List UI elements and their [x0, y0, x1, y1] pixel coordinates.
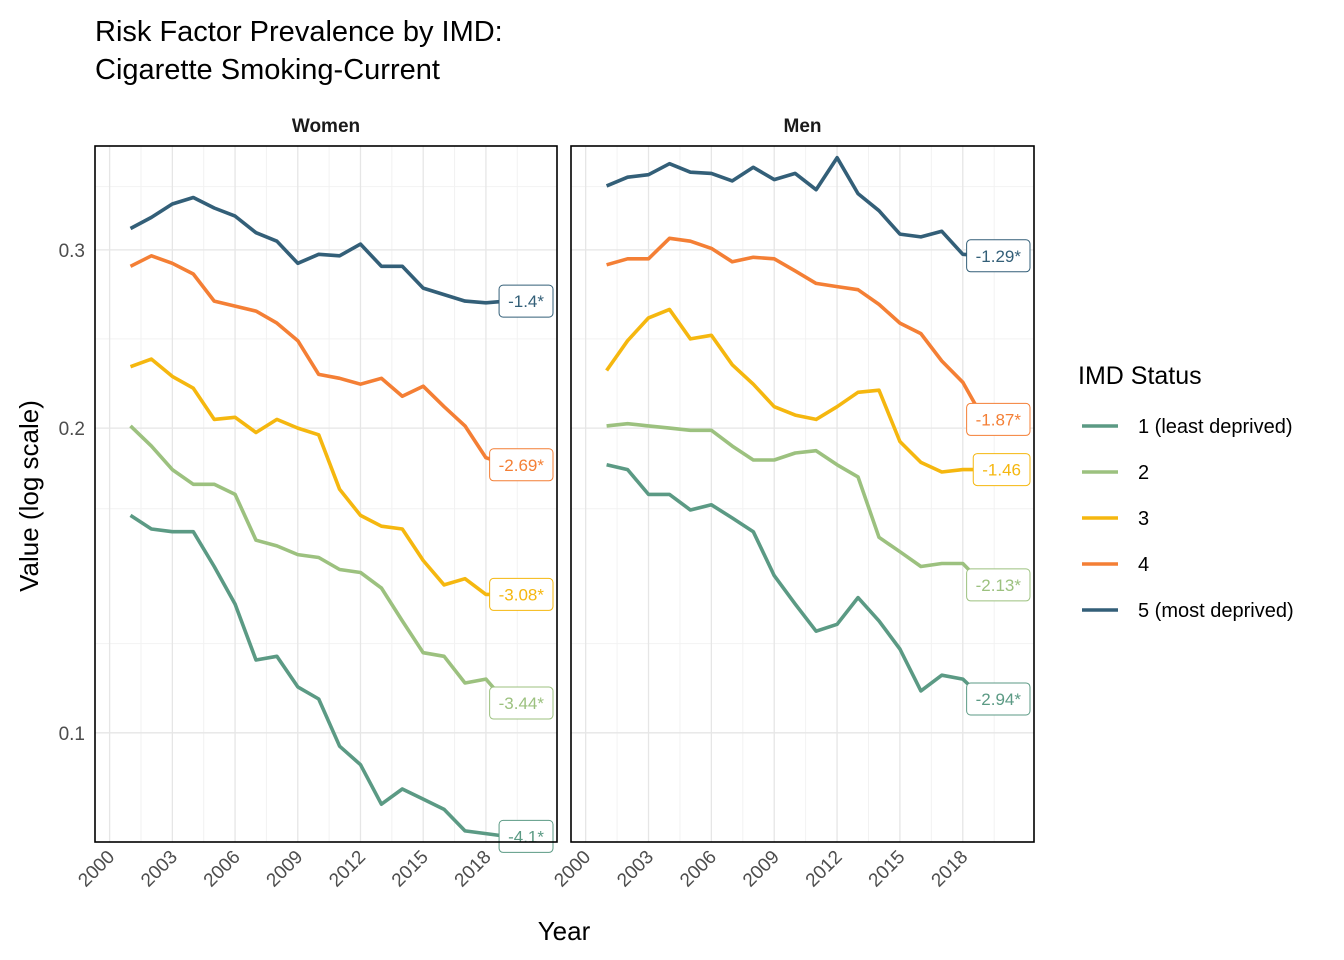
trend-label-text: -1.29*	[976, 247, 1022, 266]
trend-label-men-group-5: -1.29*	[966, 239, 1031, 273]
legend-item-2: 2	[1082, 462, 1149, 484]
trend-label-box	[489, 448, 554, 482]
y-tick-label: 0.3	[59, 241, 85, 262]
trend-label-women-group-3: -3.08*	[489, 577, 554, 611]
legend-item-4: 4	[1082, 554, 1149, 576]
x-tick-label: 2009	[263, 847, 308, 892]
series-line-men-group-2	[606, 421, 985, 587]
series-line-men-group-5	[605, 155, 984, 258]
series-line-men-group-4	[606, 236, 986, 421]
x-tick-label: 2003	[137, 847, 182, 892]
panel-women: Women -4.1* -3.44* -3.08* -2.69* -1.4* 2000 200…	[59, 116, 558, 892]
series-line-men-group-1	[606, 463, 985, 701]
x-tick-label: 2018	[928, 847, 973, 892]
trend-label-box	[966, 568, 1031, 602]
trend-label-box	[489, 577, 554, 611]
series-line-women-group-3	[129, 357, 507, 597]
x-tick-label: 2015	[865, 847, 910, 892]
trend-label-men-group-4: -1.87*	[966, 402, 1031, 436]
legend-label: 2	[1138, 462, 1149, 484]
panel-border	[570, 145, 1035, 843]
legend-label: 4	[1138, 554, 1149, 576]
x-axis-title: Year	[538, 916, 591, 946]
trend-label-text: -1.4*	[508, 292, 544, 311]
chart-title-line-2: Cigarette Smoking-Current	[95, 54, 440, 86]
series-line-women-group-1	[129, 513, 508, 839]
x-tick-label: 2018	[451, 847, 496, 892]
trend-label-box	[489, 686, 554, 720]
x-tick-label: 2015	[388, 847, 433, 892]
x-tick-label: 2006	[676, 847, 721, 892]
series-line-women-group-2	[129, 424, 509, 705]
panel-title-men: Men	[784, 116, 822, 137]
x-tick-label: 2003	[613, 847, 658, 892]
trend-label-box	[966, 239, 1031, 273]
trend-label-women-group-1: -4.1*	[498, 819, 554, 853]
y-tick-label: 0.1	[59, 724, 85, 745]
panel-men: Men -2.94* -2.13* -1.46 -1.87* -1.29* 2000 2003…	[550, 116, 1035, 892]
x-tick-label: 2012	[802, 847, 847, 892]
trend-label-box	[498, 284, 554, 318]
trend-label-men-group-3: -1.46	[972, 453, 1031, 487]
trend-label-text: -2.69*	[499, 456, 545, 475]
y-axis-title: Value (log scale)	[14, 400, 44, 592]
trend-label-text: -1.46	[982, 461, 1021, 480]
series-line-women-group-4	[129, 254, 508, 467]
trend-label-box	[966, 682, 1031, 716]
trend-label-box	[498, 819, 554, 853]
panels-layer: Women -4.1* -3.44* -3.08* -2.69* -1.4* 2000 200…	[59, 116, 1035, 892]
x-tick-label: 2000	[74, 847, 119, 892]
legend-item-1: 1 (least deprived)	[1082, 416, 1293, 438]
trend-label-men-group-1: -2.94*	[966, 682, 1031, 716]
legend-item-5: 5 (most deprived)	[1082, 600, 1294, 622]
legend: 1 (least deprived) 2 3 4 5 (most deprived)	[1082, 416, 1294, 622]
trend-label-text: -3.08*	[499, 585, 545, 604]
trend-label-men-group-2: -2.13*	[966, 568, 1031, 602]
series-line-women-group-5	[129, 195, 507, 305]
series-line-men-group-3	[605, 307, 984, 474]
trend-label-text: -2.94*	[976, 690, 1022, 709]
legend-label: 3	[1138, 508, 1149, 530]
panel-border	[94, 145, 558, 843]
legend-label: 1 (least deprived)	[1138, 416, 1293, 438]
x-tick-label: 2006	[200, 847, 245, 892]
trend-label-women-group-5: -1.4*	[498, 284, 554, 318]
trend-label-women-group-2: -3.44*	[489, 686, 554, 720]
y-tick-label: 0.2	[59, 419, 85, 440]
trend-label-box	[966, 402, 1031, 436]
trend-label-text: -4.1*	[508, 827, 544, 846]
legend-label: 5 (most deprived)	[1138, 600, 1294, 622]
x-tick-label: 2000	[550, 847, 595, 892]
legend-item-3: 3	[1082, 508, 1149, 530]
x-tick-label: 2009	[739, 847, 784, 892]
trend-label-box	[972, 453, 1031, 487]
panel-title-women: Women	[292, 116, 360, 137]
trend-label-text: -2.13*	[976, 576, 1022, 595]
legend-title: IMD Status	[1078, 362, 1202, 390]
chart-title-line-1: Risk Factor Prevalence by IMD:	[95, 16, 503, 48]
trend-label-text: -1.87*	[976, 410, 1022, 429]
trend-label-text: -3.44*	[499, 694, 545, 713]
trend-label-women-group-4: -2.69*	[489, 448, 554, 482]
x-tick-label: 2012	[325, 847, 370, 892]
